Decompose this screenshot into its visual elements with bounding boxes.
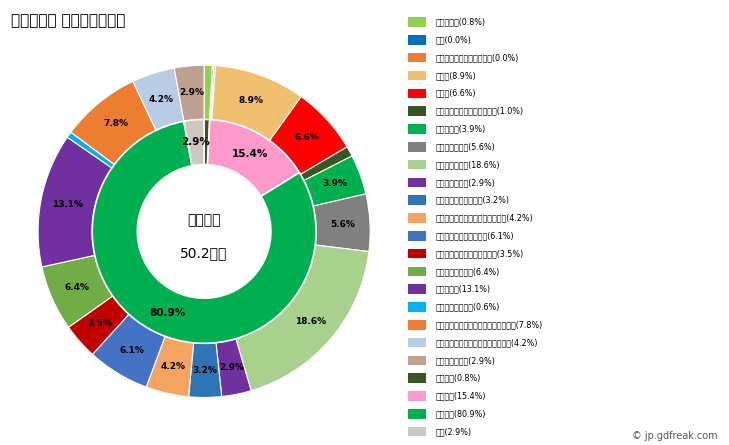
Text: 運輸業，郵便業(5.6%): 運輸業，郵便業(5.6%) (435, 142, 495, 151)
Wedge shape (270, 97, 347, 174)
Text: 一次産業(0.8%): 一次産業(0.8%) (435, 374, 481, 383)
Text: 公務（他に分類されるものを除く）(4.2%): 公務（他に分類されるものを除く）(4.2%) (435, 338, 538, 347)
Text: 7.8%: 7.8% (104, 119, 128, 129)
Wedge shape (236, 245, 369, 391)
Wedge shape (133, 68, 184, 130)
Bar (408, 249, 426, 259)
Text: 電気・ガス・熱供給・水道業(1.0%): 電気・ガス・熱供給・水道業(1.0%) (435, 107, 523, 116)
Wedge shape (216, 339, 252, 396)
Wedge shape (67, 132, 114, 168)
Bar (408, 195, 426, 205)
Bar (408, 142, 426, 151)
Text: 80.9%: 80.9% (149, 308, 186, 318)
Text: 不動産業，物品賃貸業(3.2%): 不動産業，物品賃貸業(3.2%) (435, 196, 510, 205)
Text: 3.2%: 3.2% (192, 366, 217, 375)
Text: 3.9%: 3.9% (322, 179, 347, 188)
Text: 学術研究，専門・技術サービス業(4.2%): 学術研究，専門・技術サービス業(4.2%) (435, 214, 533, 222)
Text: 三次産業(80.9%): 三次産業(80.9%) (435, 409, 486, 418)
Wedge shape (189, 343, 222, 397)
Text: 13.1%: 13.1% (52, 200, 83, 209)
Text: 製造業(6.6%): 製造業(6.6%) (435, 89, 476, 98)
Bar (408, 35, 426, 44)
Bar (408, 213, 426, 223)
Text: 3.5%: 3.5% (87, 319, 112, 328)
Text: 18.6%: 18.6% (295, 317, 326, 326)
Bar (408, 17, 426, 27)
Text: 金融業，保険業(2.9%): 金融業，保険業(2.9%) (435, 178, 496, 187)
Wedge shape (212, 66, 301, 141)
Wedge shape (42, 255, 113, 327)
Bar (408, 373, 426, 383)
Wedge shape (184, 119, 204, 166)
Text: 就業者数: 就業者数 (187, 214, 221, 227)
Text: 50.2万人: 50.2万人 (181, 246, 227, 260)
Text: 8.9%: 8.9% (239, 96, 264, 105)
Text: 情報通信業(3.9%): 情報通信業(3.9%) (435, 125, 486, 134)
Wedge shape (93, 314, 165, 387)
Bar (408, 231, 426, 241)
Bar (408, 89, 426, 98)
Bar (408, 427, 426, 437)
Text: 複合サービス事業(0.6%): 複合サービス事業(0.6%) (435, 303, 500, 312)
Text: 教育，学習支援業(6.4%): 教育，学習支援業(6.4%) (435, 267, 500, 276)
Wedge shape (211, 65, 216, 120)
Wedge shape (174, 65, 204, 121)
Text: 4.2%: 4.2% (149, 95, 174, 104)
Text: 建設業(8.9%): 建設業(8.9%) (435, 71, 476, 80)
Text: 6.4%: 6.4% (64, 283, 90, 292)
Text: 農業，林業(0.8%): 農業，林業(0.8%) (435, 18, 486, 27)
Text: 不明(2.9%): 不明(2.9%) (435, 427, 472, 436)
Wedge shape (147, 336, 194, 397)
Wedge shape (204, 65, 212, 120)
Bar (408, 284, 426, 294)
Text: 鉱業，採石業，砂利採取業(0.0%): 鉱業，採石業，砂利採取業(0.0%) (435, 53, 519, 62)
Bar (408, 267, 426, 276)
Text: © jp.gdfreak.com: © jp.gdfreak.com (633, 431, 718, 441)
Wedge shape (210, 65, 214, 120)
Bar (408, 106, 426, 116)
Wedge shape (71, 81, 156, 165)
Text: 2.9%: 2.9% (182, 138, 211, 147)
Text: 5.6%: 5.6% (330, 219, 355, 229)
Bar (408, 409, 426, 419)
Text: 15.4%: 15.4% (231, 150, 268, 159)
Text: 二次産業(15.4%): 二次産業(15.4%) (435, 392, 486, 401)
Text: 2.9%: 2.9% (219, 363, 243, 372)
Text: ２０２０年 仙台市の就業者: ２０２０年 仙台市の就業者 (11, 13, 125, 28)
Bar (408, 391, 426, 401)
Wedge shape (204, 119, 210, 165)
Wedge shape (313, 194, 370, 251)
Text: 医療，福祉(13.1%): 医療，福祉(13.1%) (435, 285, 491, 294)
Text: 分類不能の産業(2.9%): 分類不能の産業(2.9%) (435, 356, 496, 365)
Text: 卸売業，小売業(18.6%): 卸売業，小売業(18.6%) (435, 160, 500, 169)
Bar (408, 338, 426, 348)
Text: 4.2%: 4.2% (160, 362, 186, 372)
Bar (408, 302, 426, 312)
Bar (408, 160, 426, 169)
Text: サービス業（他に分類されないもの）(7.8%): サービス業（他に分類されないもの）(7.8%) (435, 320, 543, 329)
Text: 生活関連サービス業，娯楽業(3.5%): 生活関連サービス業，娯楽業(3.5%) (435, 249, 523, 258)
Wedge shape (304, 156, 366, 206)
Wedge shape (208, 120, 300, 196)
Bar (408, 53, 426, 62)
Text: 2.9%: 2.9% (179, 89, 204, 97)
Bar (408, 356, 426, 365)
Bar (408, 71, 426, 80)
Text: 6.1%: 6.1% (120, 346, 144, 355)
Wedge shape (92, 121, 316, 344)
Bar (408, 124, 426, 134)
Text: 漁業(0.0%): 漁業(0.0%) (435, 36, 472, 44)
Bar (408, 178, 426, 187)
Wedge shape (38, 137, 112, 267)
Text: 宿泊業，飲食サービス業(6.1%): 宿泊業，飲食サービス業(6.1%) (435, 231, 514, 240)
Wedge shape (300, 147, 352, 181)
Text: 6.6%: 6.6% (295, 133, 319, 142)
Wedge shape (69, 296, 129, 354)
Bar (408, 320, 426, 330)
